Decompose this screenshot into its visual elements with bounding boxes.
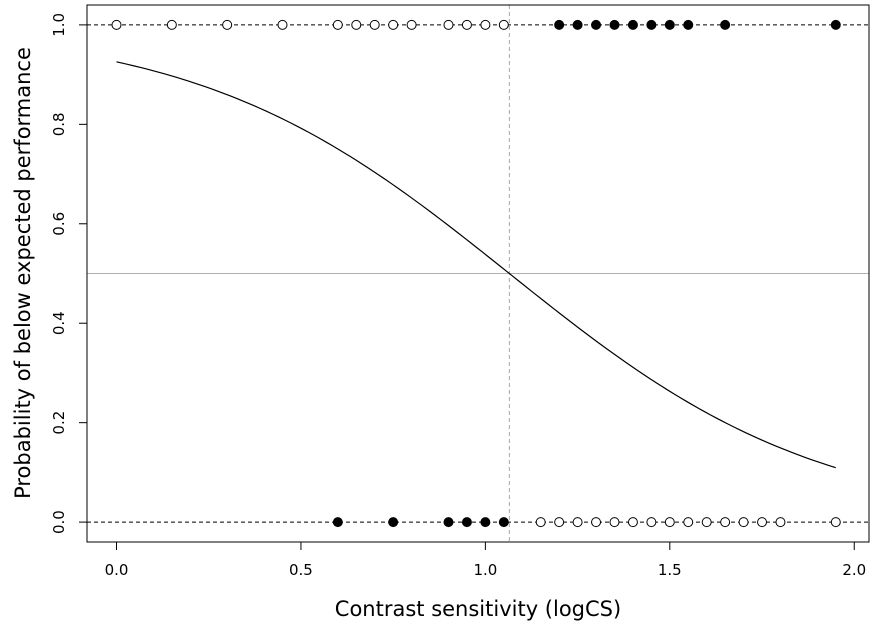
y-tick-label: 0.2 <box>50 411 68 435</box>
filled-point <box>443 517 454 528</box>
open-point <box>332 19 343 30</box>
open-point <box>406 19 417 30</box>
open-point <box>461 19 472 30</box>
filled-point <box>830 19 841 30</box>
open-point <box>388 19 399 30</box>
y-tick-label: 0.0 <box>50 510 68 534</box>
filled-point <box>609 19 620 30</box>
filled-point <box>591 19 602 30</box>
open-point <box>277 19 288 30</box>
filled-point <box>646 19 657 30</box>
open-point <box>757 517 768 528</box>
x-tick-label: 1.0 <box>473 561 497 579</box>
open-point <box>738 517 749 528</box>
open-point <box>720 517 731 528</box>
y-axis: 0.0 0.2 0.4 0.6 0.8 1.0 <box>50 13 88 534</box>
y-tick-label: 0.4 <box>50 311 68 335</box>
open-point <box>554 517 565 528</box>
x-tick-label: 0.5 <box>289 561 313 579</box>
filled-point <box>480 517 491 528</box>
open-point <box>683 517 694 528</box>
filled-point <box>572 19 583 30</box>
open-point <box>627 517 638 528</box>
logistic-curve <box>116 61 836 469</box>
filled-point <box>388 517 399 528</box>
x-axis: 0.0 0.5 1.0 1.5 2.0 <box>105 541 866 579</box>
open-point <box>498 19 509 30</box>
open-point <box>222 19 233 30</box>
open-point <box>572 517 583 528</box>
y-tick-label: 0.8 <box>50 112 68 136</box>
open-point <box>351 19 362 30</box>
filled-point <box>461 517 472 528</box>
open-point <box>609 517 620 528</box>
x-tick-label: 0.0 <box>105 561 129 579</box>
open-point <box>646 517 657 528</box>
open-point <box>830 517 841 528</box>
filled-point <box>554 19 565 30</box>
open-point <box>591 517 602 528</box>
open-point <box>664 517 675 528</box>
filled-point <box>720 19 731 30</box>
x-tick-label: 1.5 <box>658 561 682 579</box>
open-point <box>369 19 380 30</box>
open-point <box>775 517 786 528</box>
x-tick-label: 2.0 <box>842 561 866 579</box>
filled-point <box>664 19 675 30</box>
y-axis-label: Probability of below expected performanc… <box>11 47 35 499</box>
open-point <box>166 19 177 30</box>
x-axis-label: Contrast sensitivity (logCS) <box>335 597 621 621</box>
open-point <box>480 19 491 30</box>
open-point <box>701 517 712 528</box>
filled-point <box>332 517 343 528</box>
plot-area <box>87 5 869 542</box>
filled-point <box>627 19 638 30</box>
y-tick-label: 1.0 <box>50 13 68 37</box>
open-point <box>443 19 454 30</box>
filled-point <box>498 517 509 528</box>
y-tick-label: 0.6 <box>50 212 68 236</box>
open-point <box>535 517 546 528</box>
filled-point <box>683 19 694 30</box>
open-point <box>111 19 122 30</box>
